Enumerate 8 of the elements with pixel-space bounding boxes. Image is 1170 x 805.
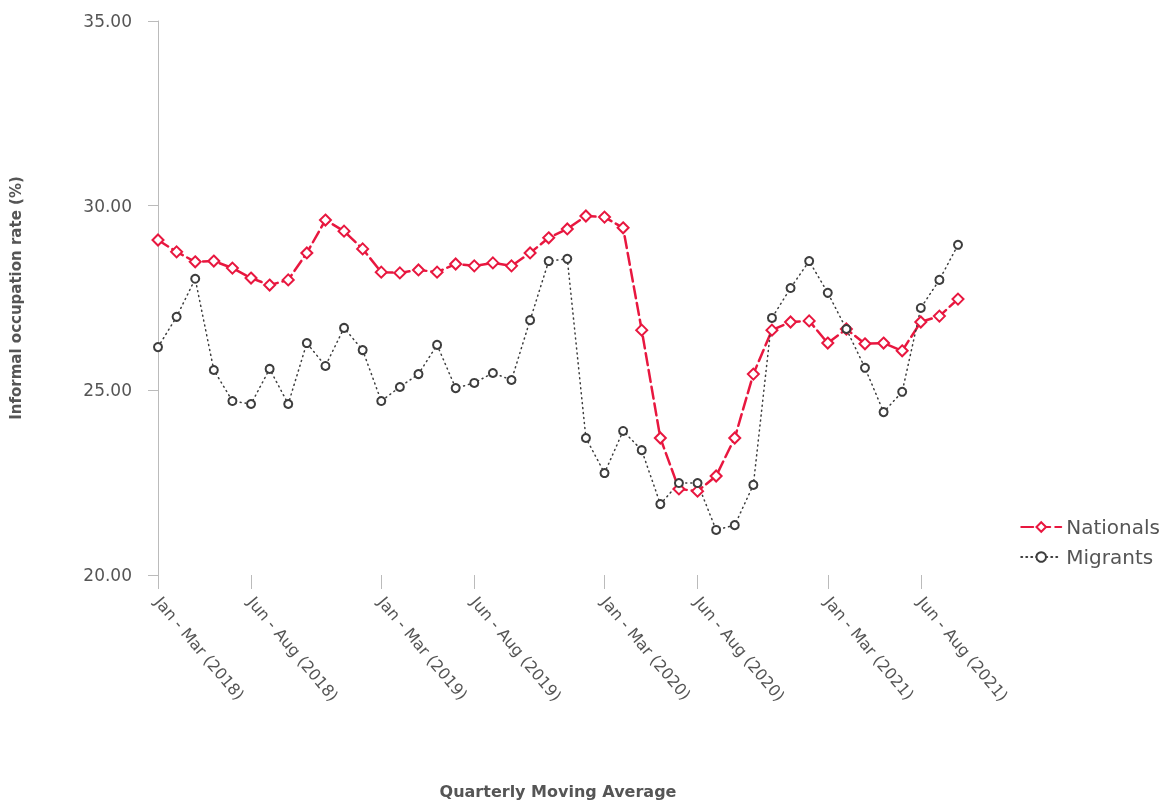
x-axis-title: Quarterly Moving Average [439,781,677,801]
y-tick-label: 25.00 [83,380,132,401]
y-axis-title: Informal occupation rate (%) [6,176,25,420]
legend-label: Nationals [1066,515,1161,539]
y-tick-label: 35.00 [83,11,132,31]
legend-label: Migrants [1066,545,1154,569]
y-tick-label: 30.00 [83,195,132,216]
y-tick-label: 20.00 [83,565,132,585]
